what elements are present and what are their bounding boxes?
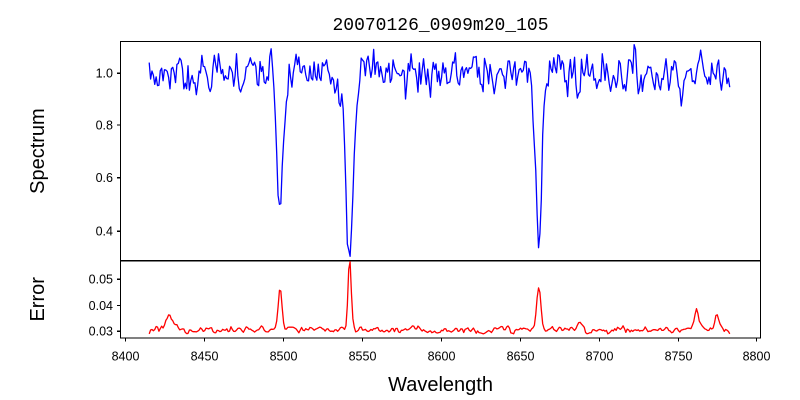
svg-text:8700: 8700	[586, 349, 614, 363]
svg-text:8650: 8650	[507, 349, 535, 363]
svg-text:8750: 8750	[665, 349, 693, 363]
svg-text:8800: 8800	[743, 349, 771, 363]
svg-text:0.03: 0.03	[89, 325, 113, 339]
svg-text:Wavelength: Wavelength	[388, 374, 493, 396]
svg-text:1.0: 1.0	[96, 67, 113, 81]
svg-text:Error: Error	[27, 277, 49, 322]
svg-text:20070126_0909m20_105: 20070126_0909m20_105	[332, 16, 548, 36]
svg-text:8400: 8400	[112, 349, 140, 363]
svg-text:0.4: 0.4	[96, 225, 113, 239]
svg-text:8550: 8550	[349, 349, 377, 363]
svg-text:8600: 8600	[428, 349, 456, 363]
svg-text:8450: 8450	[191, 349, 219, 363]
svg-text:8500: 8500	[270, 349, 298, 363]
svg-text:0.6: 0.6	[96, 171, 113, 185]
svg-text:0.04: 0.04	[89, 299, 113, 313]
svg-text:0.8: 0.8	[96, 118, 113, 132]
svg-text:0.05: 0.05	[89, 273, 113, 287]
svg-text:Spectrum: Spectrum	[27, 108, 49, 194]
